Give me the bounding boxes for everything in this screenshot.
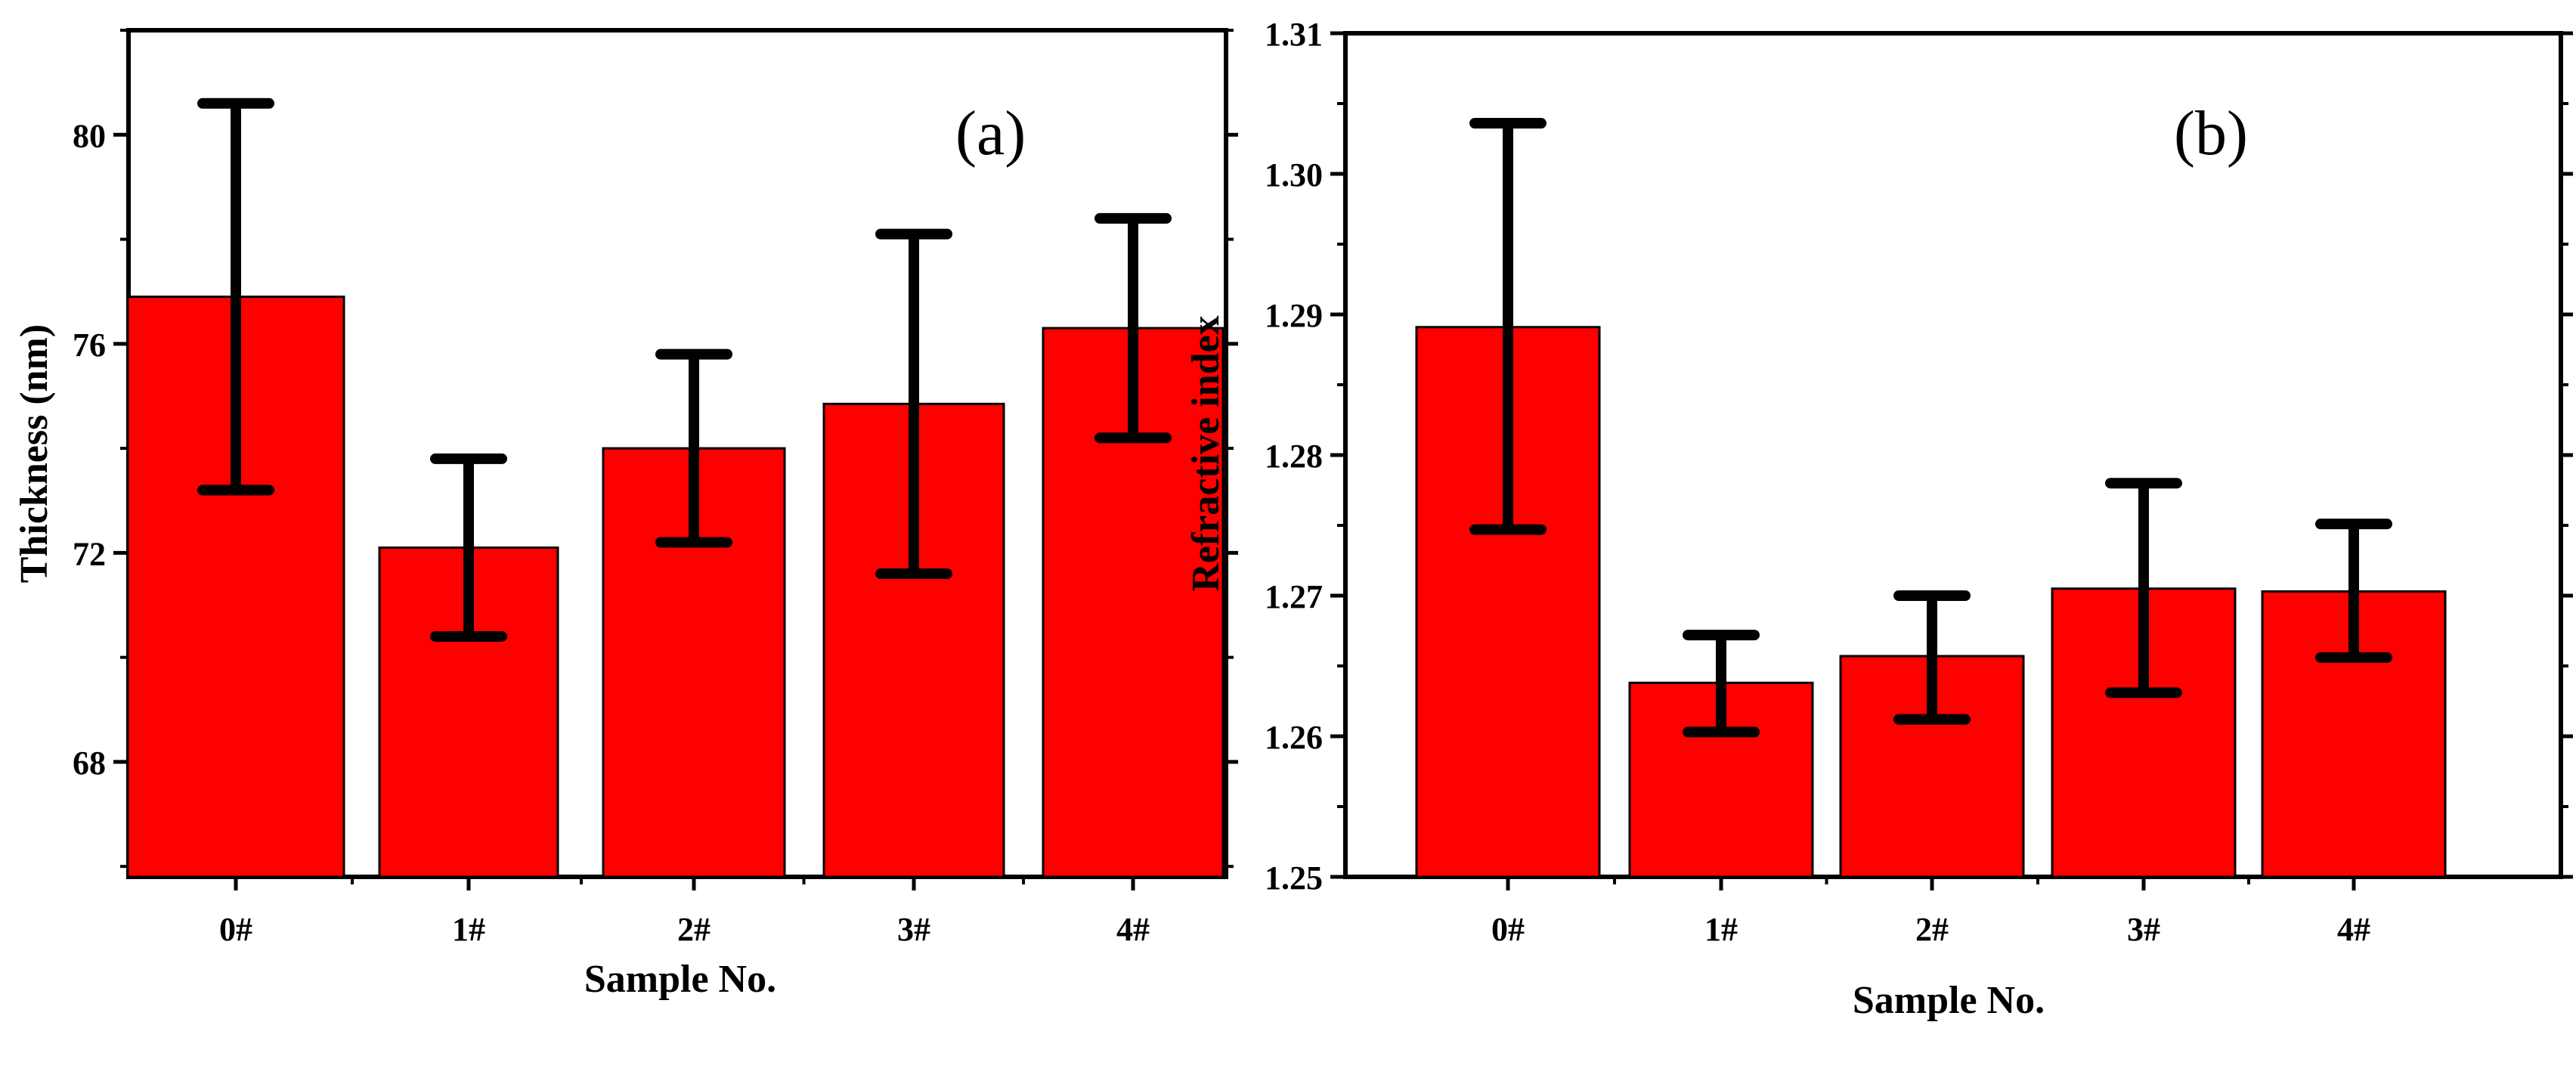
y-axis-title-b: Refractive index	[1184, 315, 1228, 591]
x-tick-label-1#: 1#	[1704, 911, 1738, 948]
y-axis-a: 68 72 76 80	[73, 29, 1238, 869]
error-bars-b	[1469, 118, 2392, 738]
x-axis-title-a: Sample No.	[584, 958, 776, 1001]
y-axis-title-a: Thickness (nm)	[13, 324, 56, 583]
y-tick-label: 1.27	[1265, 578, 1323, 615]
x-axis-b: 0# 1# 2# 3# 4#	[1491, 877, 2370, 948]
panel-label-a: (a)	[955, 98, 1026, 169]
bars-b	[1415, 326, 2447, 878]
panel-label-b: (b)	[2174, 98, 2248, 169]
x-axis-a: 0# 1# 2# 3# 4#	[219, 877, 1150, 948]
x-tick-label-0#: 0#	[219, 911, 252, 948]
y-tick-label: 72	[73, 535, 106, 572]
error-bars-a	[197, 98, 1172, 642]
bar-3#	[2051, 587, 2237, 878]
x-tick-label-2#: 2#	[677, 911, 711, 948]
y-tick-label: 1.26	[1265, 719, 1323, 756]
y-tick-label: 76	[73, 327, 106, 364]
x-tick-label-1#: 1#	[452, 911, 485, 948]
x-tick-label-3#: 3#	[2127, 911, 2160, 948]
y-tick-label: 80	[73, 117, 106, 154]
x-tick-label-4#: 4#	[2337, 911, 2370, 948]
y-tick-label: 68	[73, 745, 106, 782]
x-tick-label-2#: 2#	[1915, 911, 1949, 948]
y-tick-label: 1.29	[1265, 297, 1323, 334]
x-tick-label-0#: 0#	[1491, 911, 1525, 948]
panel-a: 68 72 76 80 0# 1# 2# 3# 4# (a) Thickness (nm) S…	[13, 28, 1238, 1001]
bars-a	[126, 296, 1225, 878]
y-tick-label: 1.30	[1265, 156, 1323, 194]
y-tick-label: 1.31	[1265, 16, 1323, 53]
y-tick-label: 1.25	[1265, 859, 1323, 897]
x-tick-label-3#: 3#	[897, 911, 930, 948]
x-axis-title-b: Sample No.	[1853, 979, 2045, 1022]
y-axis-b: 1.25 1.26 1.27 1.28 1.29 1.30 1.31	[1265, 16, 2573, 897]
panel-b: 1.251.261.271.281.291.301.31 0# 1# 2# 3# 4# …	[1184, 16, 2573, 1022]
x-tick-label-4#: 4#	[1116, 911, 1150, 948]
y-tick-label: 1.28	[1265, 438, 1323, 475]
